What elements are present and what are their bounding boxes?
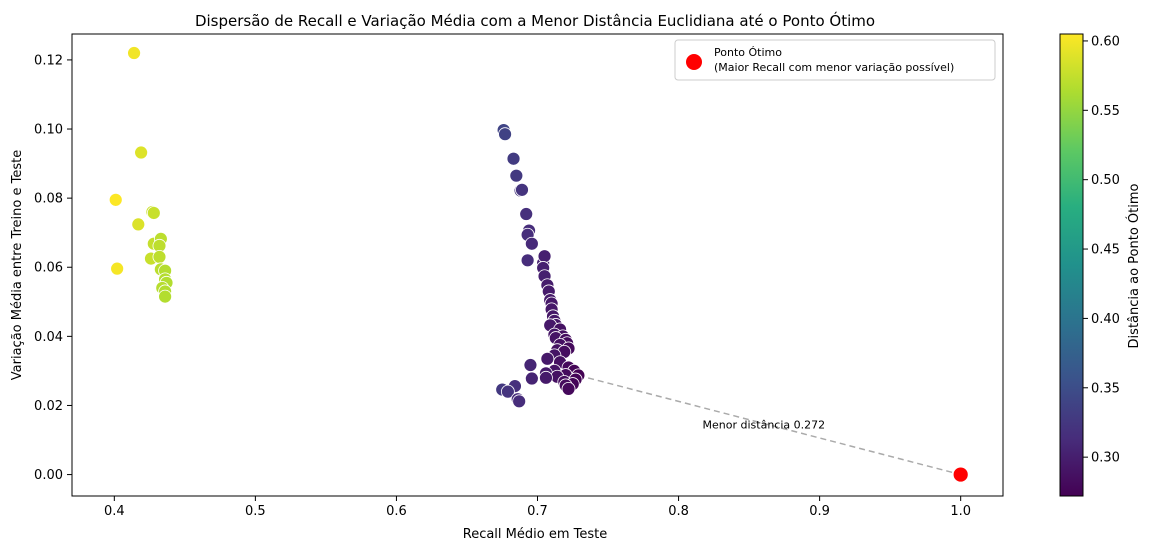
y-tick-label: 0.06 [34, 261, 63, 276]
scatter-point [520, 253, 535, 268]
colorbar-tick-label: 0.55 [1091, 104, 1120, 119]
scatter-point [515, 182, 529, 197]
y-tick-label: 0.02 [34, 399, 63, 414]
scatter-point [539, 370, 553, 385]
scatter-point [110, 261, 125, 276]
scatter-point [158, 289, 173, 304]
chart-title: Dispersão de Recall e Variação Média com… [195, 11, 875, 30]
colorbar-tick-label: 0.40 [1091, 312, 1120, 327]
colorbar-frame [1059, 33, 1084, 497]
colorbar-gradient [1060, 34, 1083, 496]
scatter-point [134, 145, 149, 160]
legend-label-line2: (Maior Recall com menor variação possíve… [714, 61, 954, 74]
y-axis-label: Variação Média entre Treino e Teste [10, 150, 25, 380]
y-tick-label: 0.00 [34, 468, 63, 483]
colorbar-tick-label: 0.30 [1091, 451, 1120, 466]
scatter-point [146, 206, 161, 220]
y-tick-label: 0.04 [34, 330, 63, 345]
optimal-point [952, 466, 969, 483]
scatter-point [524, 371, 539, 386]
scatter-point [523, 358, 538, 372]
scatter-point [509, 168, 524, 183]
scatter-point [561, 381, 576, 396]
x-tick-label: 0.5 [245, 504, 266, 519]
x-tick-label: 0.4 [104, 504, 125, 519]
distance-line [578, 374, 961, 476]
scatter-point [127, 46, 141, 60]
legend-box [674, 39, 996, 81]
scatter-point [512, 394, 527, 409]
scatter-point [519, 207, 534, 221]
x-tick-label: 1.0 [950, 504, 971, 519]
colorbar-tick-label: 0.45 [1091, 243, 1120, 258]
x-tick-label: 0.9 [809, 504, 830, 519]
x-tick-label: 0.6 [386, 504, 407, 519]
colorbar-ticks: 0.30 0.35 0.40 0.45 0.50 0.55 0.60 [1083, 34, 1120, 466]
y-tick-label: 0.10 [34, 123, 63, 138]
legend: Ponto Ótimo (Maior Recall com menor vari… [674, 39, 996, 81]
y-tick-label: 0.08 [34, 192, 63, 207]
legend-label-line1: Ponto Ótimo [714, 46, 782, 59]
scatter-point [500, 384, 515, 399]
x-tick-label: 0.8 [668, 504, 689, 519]
colorbar-tick-label: 0.50 [1091, 173, 1120, 188]
y-axis: 0.00 0.02 0.04 0.06 0.08 0.10 0.12 [34, 53, 72, 483]
colorbar-tick-label: 0.60 [1091, 34, 1120, 49]
x-tick-label: 0.7 [527, 504, 548, 519]
scatter-point [506, 151, 521, 166]
legend-marker-optimal [686, 54, 702, 70]
scatter-point [498, 127, 512, 142]
scatter-point [524, 236, 539, 251]
y-tick-label: 0.12 [34, 53, 63, 68]
x-axis: 0.4 0.5 0.6 0.7 0.8 0.9 1.0 [104, 496, 971, 519]
distance-annotation: Menor distância 0.272 [703, 418, 826, 431]
points-layer [108, 46, 969, 483]
x-axis-label: Recall Médio em Teste [463, 527, 607, 542]
scatter-point [540, 351, 555, 366]
colorbar-label: Distância ao Ponto Ótimo [1126, 183, 1142, 348]
scatter-point [537, 249, 552, 264]
colorbar: 0.30 0.35 0.40 0.45 0.50 0.55 0.60 Distância a… [1059, 33, 1142, 497]
colorbar-tick-label: 0.35 [1091, 381, 1120, 396]
scatter-point [108, 192, 123, 207]
scatter-point [152, 249, 167, 264]
scatter-point [131, 217, 146, 232]
